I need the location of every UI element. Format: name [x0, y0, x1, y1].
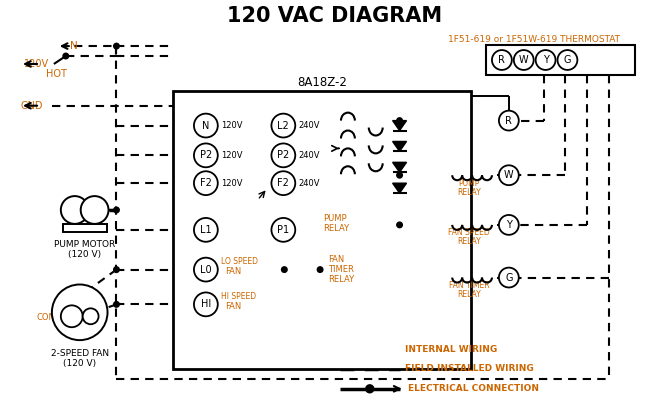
Circle shape [194, 292, 218, 316]
Text: PUMP MOTOR: PUMP MOTOR [54, 240, 115, 249]
Circle shape [271, 218, 295, 242]
Circle shape [63, 53, 68, 59]
Text: P2: P2 [200, 150, 212, 160]
Circle shape [281, 267, 287, 272]
Circle shape [557, 50, 578, 70]
Text: W: W [504, 170, 514, 180]
Text: 120V: 120V [220, 121, 243, 130]
Circle shape [61, 196, 88, 224]
Polygon shape [393, 162, 407, 172]
Circle shape [114, 267, 119, 272]
Text: Y: Y [543, 55, 549, 65]
Text: Y: Y [506, 220, 512, 230]
Text: FAN: FAN [224, 302, 241, 311]
Circle shape [397, 118, 403, 123]
Circle shape [397, 173, 403, 178]
Text: G: G [505, 272, 513, 282]
Text: FAN TIMER: FAN TIMER [449, 281, 489, 290]
Polygon shape [393, 121, 407, 131]
Text: INTERNAL WIRING: INTERNAL WIRING [405, 344, 496, 354]
Circle shape [271, 114, 295, 137]
Circle shape [499, 165, 519, 185]
Text: G: G [563, 55, 572, 65]
Text: RELAY: RELAY [323, 224, 349, 233]
Text: R: R [505, 116, 513, 126]
Text: 240V: 240V [298, 151, 320, 160]
Text: HI: HI [86, 312, 94, 321]
Text: HI SPEED: HI SPEED [220, 292, 256, 301]
Text: 2-SPEED FAN: 2-SPEED FAN [51, 349, 109, 358]
Text: COM: COM [36, 313, 56, 322]
Text: 120 VAC DIAGRAM: 120 VAC DIAGRAM [227, 6, 443, 26]
Text: FAN: FAN [328, 255, 344, 264]
Text: N: N [202, 121, 210, 131]
Text: LO SPEED: LO SPEED [220, 257, 258, 266]
Circle shape [499, 268, 519, 287]
Text: P2: P2 [277, 150, 289, 160]
Text: LO: LO [67, 312, 76, 321]
Text: FAN SPEED: FAN SPEED [448, 228, 490, 237]
Text: L2: L2 [277, 121, 289, 131]
Text: R: R [498, 55, 505, 65]
Circle shape [114, 43, 119, 49]
Text: 120V: 120V [220, 151, 243, 160]
Text: W: W [519, 55, 529, 65]
Text: F2: F2 [200, 178, 212, 188]
Text: 120V: 120V [24, 59, 49, 69]
Bar [63, 224, 107, 232]
Circle shape [535, 50, 555, 70]
Text: FIELD INSTALLED WIRING: FIELD INSTALLED WIRING [405, 365, 533, 373]
Circle shape [61, 305, 82, 327]
Text: FAN: FAN [224, 267, 241, 276]
Circle shape [499, 215, 519, 235]
Circle shape [114, 207, 119, 213]
Text: 240V: 240V [298, 178, 320, 188]
Circle shape [271, 143, 295, 167]
Circle shape [194, 114, 218, 137]
Circle shape [194, 171, 218, 195]
Text: GND: GND [20, 101, 43, 111]
Text: 120V: 120V [220, 178, 243, 188]
Polygon shape [393, 183, 407, 193]
Text: (120 V): (120 V) [63, 359, 96, 368]
Text: L1: L1 [200, 225, 212, 235]
Text: 240V: 240V [298, 121, 320, 130]
Text: TIMER: TIMER [328, 265, 354, 274]
Text: PUMP: PUMP [458, 178, 480, 188]
Text: L0: L0 [200, 265, 212, 274]
Polygon shape [393, 142, 407, 151]
Circle shape [271, 171, 295, 195]
Circle shape [114, 302, 119, 307]
Circle shape [194, 258, 218, 282]
Circle shape [80, 196, 109, 224]
Text: RELAY: RELAY [328, 275, 354, 284]
Text: N: N [70, 41, 78, 51]
Bar [173, 91, 471, 369]
Circle shape [82, 308, 98, 324]
Text: HOT: HOT [46, 69, 67, 79]
Circle shape [366, 385, 374, 393]
Text: (120 V): (120 V) [68, 250, 101, 259]
Circle shape [514, 50, 534, 70]
Circle shape [499, 111, 519, 131]
Circle shape [318, 267, 323, 272]
Text: P1: P1 [277, 225, 289, 235]
Circle shape [52, 285, 107, 340]
Text: 8A18Z-2: 8A18Z-2 [297, 76, 347, 89]
Text: PUMP: PUMP [323, 215, 346, 223]
Circle shape [194, 218, 218, 242]
Text: 1F51-619 or 1F51W-619 THERMOSTAT: 1F51-619 or 1F51W-619 THERMOSTAT [448, 35, 620, 44]
Text: RELAY: RELAY [457, 290, 481, 299]
Text: HI: HI [201, 299, 211, 309]
Circle shape [397, 222, 403, 228]
Text: F2: F2 [277, 178, 289, 188]
Bar [486, 45, 635, 75]
Text: RELAY: RELAY [457, 188, 481, 197]
Circle shape [492, 50, 512, 70]
Text: RELAY: RELAY [457, 237, 481, 246]
Text: ELECTRICAL CONNECTION: ELECTRICAL CONNECTION [407, 384, 539, 393]
Circle shape [194, 143, 218, 167]
